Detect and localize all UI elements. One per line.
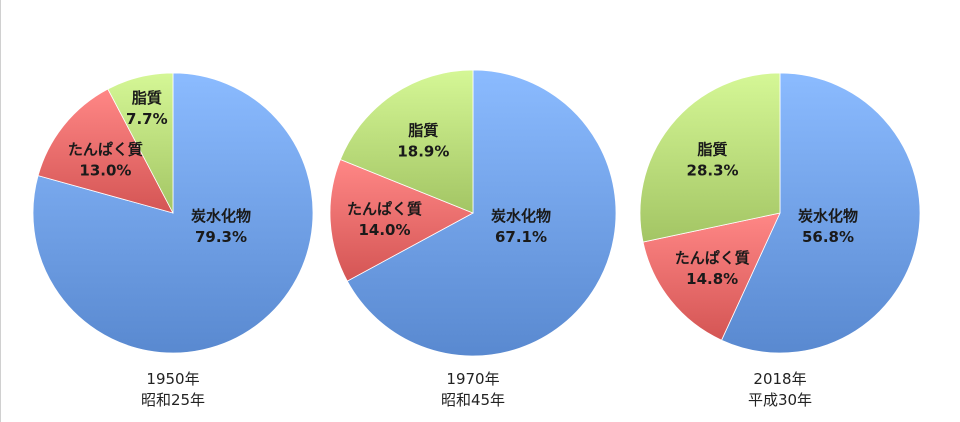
slice-label-name: 炭水化物 bbox=[798, 207, 858, 225]
slice-label-value: 7.7% bbox=[126, 110, 168, 128]
pie-slice-炭水化物 bbox=[346, 69, 617, 357]
pie-slice-脂質 bbox=[639, 72, 781, 243]
slice-label-name: たんぱく質 bbox=[675, 249, 750, 267]
caption-year: 1950年 bbox=[146, 370, 199, 388]
pie-slice-脂質 bbox=[107, 72, 174, 214]
slice-label-name: 脂質 bbox=[408, 122, 438, 140]
slice-label-value: 14.0% bbox=[358, 221, 410, 239]
slice-label-value: 13.0% bbox=[79, 162, 131, 180]
slice-label-value: 56.8% bbox=[802, 228, 854, 246]
slice-label-name: 炭水化物 bbox=[491, 207, 551, 225]
slice-label-value: 79.3% bbox=[195, 228, 247, 246]
slice-label-value: 28.3% bbox=[687, 161, 739, 179]
pie-slice-たんぱく質 bbox=[37, 88, 174, 214]
slice-label-name: 脂質 bbox=[698, 140, 728, 158]
caption-year: 1970年 bbox=[446, 370, 499, 388]
pie-slice-たんぱく質 bbox=[642, 212, 781, 341]
slice-label-name: たんぱく質 bbox=[347, 200, 422, 218]
slice-label-name: たんぱく質 bbox=[68, 141, 143, 159]
slice-label-value: 18.9% bbox=[397, 143, 449, 161]
slice-label-value: 67.1% bbox=[495, 228, 547, 246]
slice-label-value: 14.8% bbox=[686, 270, 738, 288]
caption-era: 昭和25年 bbox=[141, 391, 205, 409]
pie-slice-炭水化物 bbox=[32, 72, 314, 354]
slice-label-name: 脂質 bbox=[132, 89, 162, 107]
caption-era: 平成30年 bbox=[748, 391, 812, 409]
pie-slice-たんぱく質 bbox=[329, 159, 474, 282]
caption-year: 2018年 bbox=[753, 370, 806, 388]
pie-slice-炭水化物 bbox=[721, 72, 921, 354]
caption-era: 昭和45年 bbox=[441, 391, 505, 409]
slice-label-name: 炭水化物 bbox=[191, 207, 251, 225]
pie-slice-脂質 bbox=[339, 69, 474, 214]
